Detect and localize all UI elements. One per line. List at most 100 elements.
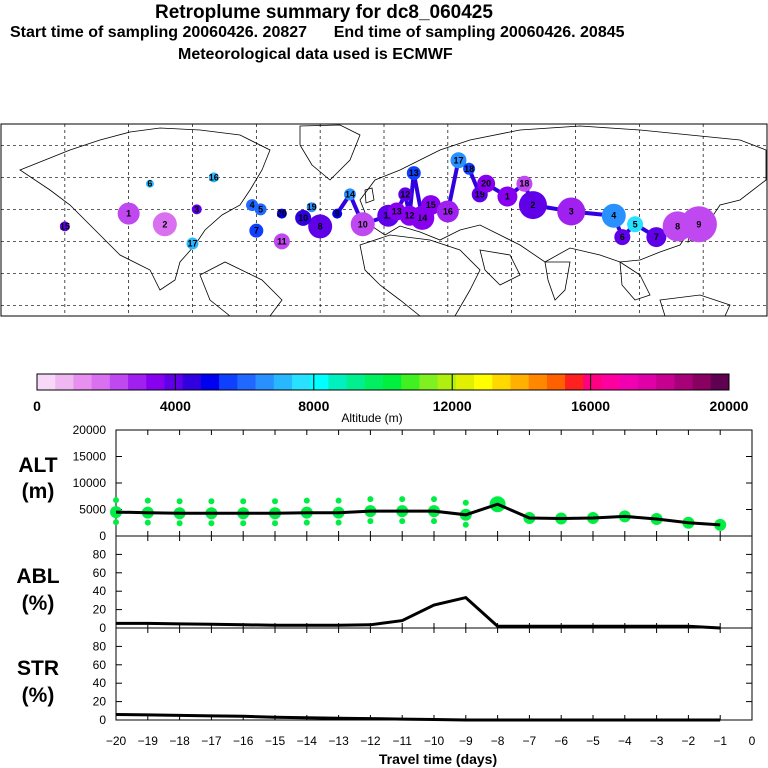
plume-label: 3 (569, 206, 574, 216)
plume-marker (463, 162, 476, 175)
x-tick-label: 0 (749, 734, 756, 748)
plume-label: 9 (335, 209, 340, 219)
alt-marker (462, 499, 469, 506)
colorbar-swatch (546, 374, 566, 390)
panel-unit: (m) (22, 480, 55, 503)
colorbar-tick-label: 12000 (433, 398, 472, 414)
plume-label: 2 (162, 219, 167, 229)
plume-label: 6 (620, 232, 625, 242)
x-tick-label: −10 (424, 734, 445, 748)
plume-label: 11 (277, 236, 287, 246)
panel-frame (115, 535, 753, 629)
alt-marker (113, 519, 119, 526)
colorbar-swatch (146, 374, 165, 390)
alt-marker (272, 498, 278, 505)
plume-marker (152, 212, 177, 237)
plume-point: 8 (308, 214, 333, 239)
y-tick-label: 60 (93, 658, 107, 672)
plume-point: 1 (497, 186, 518, 207)
colorbar-swatch (583, 374, 603, 390)
colorbar-swatch (200, 374, 220, 390)
x-axis-label: Travel time (days) (379, 751, 497, 767)
plume-label: 15 (426, 200, 436, 210)
alt-marker (144, 519, 151, 526)
plume-marker (406, 166, 421, 181)
plume-label: 7 (654, 232, 659, 242)
x-tick-label: −17 (201, 734, 222, 748)
panel-name: STR (17, 657, 59, 680)
plume-label: 13 (409, 168, 419, 178)
x-tick-label: −4 (618, 734, 632, 748)
colorbar-swatch (455, 374, 475, 390)
x-tick-label: −3 (650, 734, 664, 748)
colorbar-swatch (128, 374, 147, 390)
plume-marker (497, 186, 518, 207)
plume-label: 5 (633, 219, 638, 229)
plume-marker (191, 204, 202, 215)
y-tick-label: 40 (93, 676, 107, 690)
series-line (115, 502, 721, 527)
plume-marker (518, 191, 547, 220)
plume-point: 16 (436, 200, 459, 223)
x-tick-label: −11 (392, 734, 412, 748)
colorbar-swatch (637, 374, 657, 390)
colorbar-swatch (419, 374, 439, 390)
colorbar-swatch (510, 374, 530, 390)
x-tick-label: −7 (523, 734, 537, 748)
colorbar-tick-label: 8000 (298, 398, 329, 414)
panel-unit: (%) (22, 592, 55, 615)
plume-marker (646, 227, 667, 248)
plume-point: 16 (209, 172, 219, 183)
plume-label: 14 (345, 189, 355, 199)
plume-marker (343, 188, 356, 201)
plume-label: 14 (417, 213, 427, 223)
y-tick-label: 20000 (73, 423, 107, 437)
y-tick-label: 0 (99, 529, 106, 543)
x-tick-label: −6 (554, 734, 568, 748)
plume-label: 17 (187, 238, 197, 248)
plume-marker (516, 175, 533, 192)
plume-label: 16 (209, 172, 219, 182)
x-tick-label: −15 (265, 734, 286, 748)
x-tick-label: −18 (169, 734, 190, 748)
panel-str: 0 20 40 60 80 STR (%) (17, 627, 753, 727)
plume-label: 20 (481, 179, 491, 189)
plume-marker (420, 195, 441, 216)
colorbar-swatch (91, 374, 111, 390)
alt-marker (144, 497, 151, 504)
panel-name: ABL (16, 565, 59, 588)
plume-label: 17 (453, 155, 463, 165)
alt-marker (272, 520, 278, 527)
colorbar-swatch (310, 374, 329, 390)
plume-marker (398, 187, 413, 202)
plume-point: 14 (343, 188, 356, 201)
plume-marker (627, 216, 644, 233)
colorbar-tick-label: 0 (33, 398, 41, 414)
series-line (115, 713, 721, 722)
colorbar-swatch (291, 374, 311, 390)
colorbar-swatch (273, 374, 293, 390)
panel-abl: 0 20 40 60 80 ABL (%) (16, 535, 753, 635)
x-tick-label: −1 (713, 734, 727, 748)
plume-marker (350, 212, 375, 237)
colorbar-swatch (237, 374, 257, 390)
colorbar-swatch (255, 374, 275, 390)
plume-point: 2 (518, 191, 547, 220)
colorbar-swatch (73, 374, 93, 390)
plume-point: 4 (601, 203, 626, 228)
plume-label: 1 (126, 209, 131, 219)
plume-label: 2 (530, 200, 535, 210)
x-tick-label: −19 (138, 734, 159, 748)
plume-label: 12 (400, 189, 410, 199)
y-tick-label: 20 (93, 695, 107, 709)
colorbar-swatch (492, 374, 511, 390)
colorbar-swatch (219, 374, 238, 390)
plume-label: 18 (519, 179, 529, 189)
met-data-source: Meteorological data used is ECMWF (178, 46, 453, 63)
colorbar-swatch (383, 374, 402, 390)
plume-marker (614, 229, 631, 246)
plume-point: 20 (477, 174, 496, 193)
alt-marker (303, 519, 310, 526)
plume-point: 7 (646, 227, 667, 248)
